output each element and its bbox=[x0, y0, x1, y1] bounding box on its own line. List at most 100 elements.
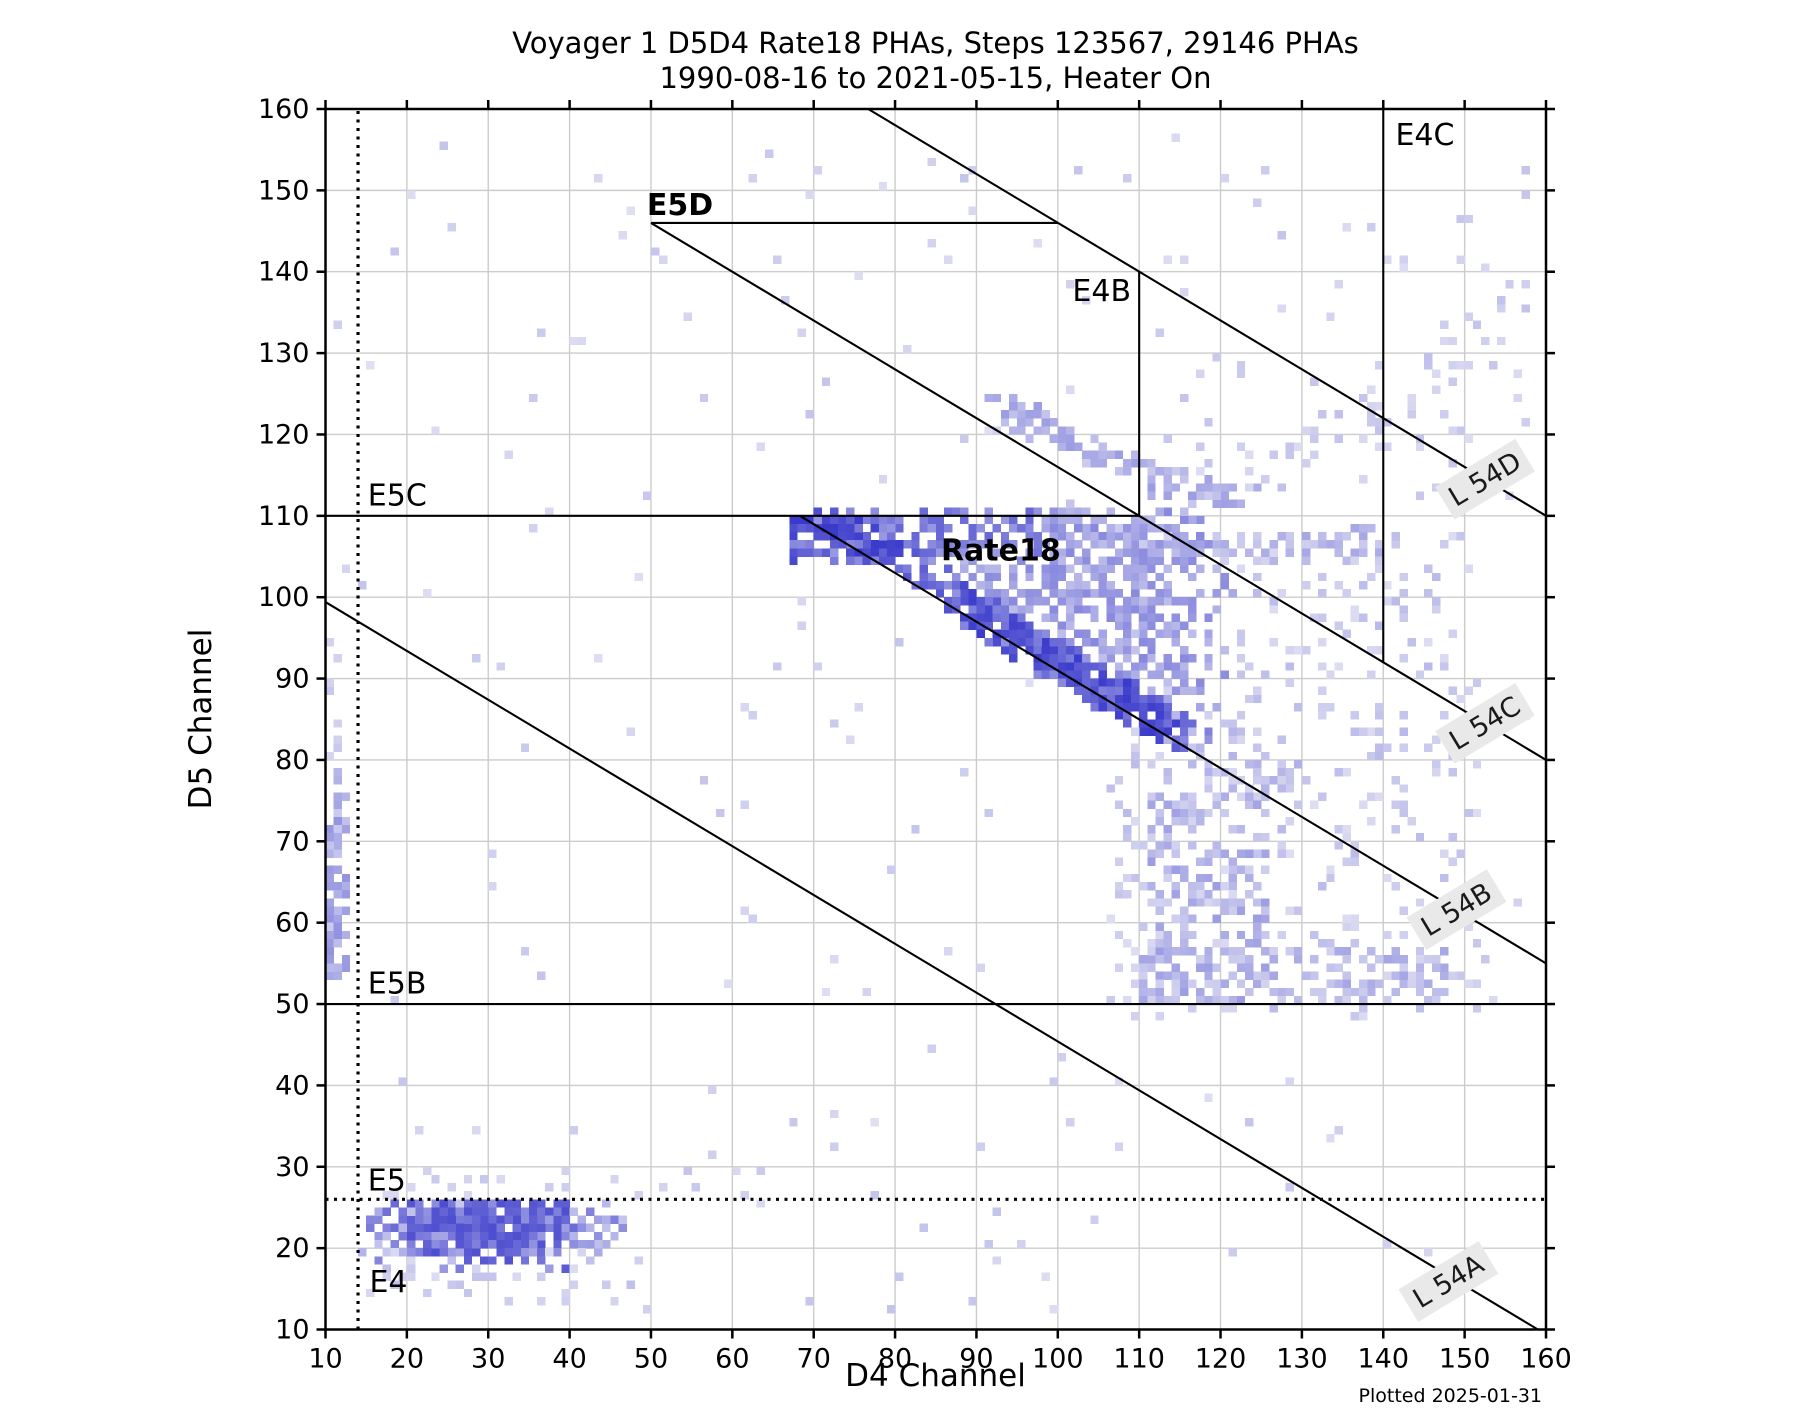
region-label-E4B: E4B bbox=[1072, 274, 1131, 309]
pha-heatmap bbox=[325, 133, 1530, 1314]
heatmap-bin bbox=[1163, 930, 1172, 940]
heatmap-bin bbox=[1293, 759, 1303, 769]
heatmap-bin bbox=[333, 841, 342, 850]
heatmap-bin bbox=[1057, 637, 1067, 647]
heatmap-bin bbox=[821, 524, 831, 533]
heatmap-bin bbox=[699, 776, 709, 785]
heatmap-bin bbox=[1432, 759, 1441, 769]
heatmap-bin bbox=[1196, 703, 1205, 712]
heatmap-bin bbox=[333, 320, 342, 329]
heatmap-bin bbox=[1000, 605, 1010, 614]
heatmap-bin bbox=[1163, 662, 1172, 671]
heatmap-bin bbox=[1090, 703, 1099, 712]
heatmap-bin bbox=[1017, 426, 1026, 435]
heatmap-bin bbox=[561, 1215, 570, 1224]
heatmap-bin bbox=[1131, 694, 1140, 704]
heatmap-bin bbox=[1065, 662, 1075, 671]
heatmap-bin bbox=[1358, 995, 1368, 1005]
heatmap-bin bbox=[1188, 898, 1197, 907]
heatmap-bin bbox=[1464, 214, 1473, 224]
heatmap-bin bbox=[528, 1215, 538, 1224]
heatmap-bin bbox=[1098, 662, 1107, 671]
heatmap-bin bbox=[1179, 727, 1189, 736]
axes-frame bbox=[324, 107, 1548, 1331]
heatmap-bin bbox=[1367, 385, 1376, 394]
heatmap-bin bbox=[797, 548, 806, 557]
heatmap-bin bbox=[1082, 654, 1091, 663]
heatmap-bin bbox=[846, 524, 855, 533]
heatmap-bin bbox=[1472, 320, 1482, 329]
x-tick-label: 30 bbox=[471, 1344, 505, 1375]
heatmap-bin bbox=[1065, 580, 1075, 590]
heatmap-bin bbox=[1342, 979, 1351, 988]
heatmap-bin bbox=[1017, 637, 1026, 647]
heatmap-bin bbox=[1220, 483, 1229, 492]
heatmap-bin bbox=[561, 1183, 570, 1192]
heatmap-bin bbox=[1220, 882, 1229, 891]
heatmap-bin bbox=[1375, 751, 1384, 761]
heatmap-bin bbox=[1196, 857, 1205, 866]
heatmap-bin bbox=[1293, 947, 1303, 956]
heatmap-bin bbox=[415, 1248, 424, 1257]
heatmap-bin bbox=[1440, 320, 1449, 329]
heatmap-bin bbox=[1147, 938, 1156, 948]
heatmap-bin bbox=[325, 678, 334, 687]
heatmap-bin bbox=[1122, 458, 1132, 468]
heatmap-bin bbox=[1228, 784, 1238, 793]
heatmap-bin bbox=[1253, 532, 1262, 541]
heatmap-bin bbox=[1009, 393, 1018, 403]
heatmap-bin bbox=[919, 556, 928, 565]
heatmap-bin bbox=[1228, 751, 1238, 761]
heatmap-bin bbox=[1049, 646, 1059, 655]
heatmap-bin bbox=[1098, 572, 1107, 582]
heatmap-bin bbox=[1464, 686, 1473, 696]
heatmap-bin bbox=[1334, 963, 1343, 972]
heatmap-bin bbox=[1196, 963, 1205, 972]
heatmap-bin bbox=[1041, 426, 1050, 435]
heatmap-bin bbox=[1415, 833, 1425, 842]
heatmap-bin bbox=[1310, 930, 1319, 940]
heatmap-bin bbox=[1196, 955, 1205, 964]
heatmap-bin bbox=[1122, 524, 1132, 533]
heatmap-bin bbox=[764, 149, 774, 159]
y-tick-label: 40 bbox=[275, 1070, 309, 1101]
heatmap-bin bbox=[1122, 654, 1132, 663]
heatmap-bin bbox=[1098, 589, 1107, 598]
heatmap-bin bbox=[1155, 597, 1164, 606]
heatmap-bin bbox=[1220, 556, 1229, 565]
heatmap-bin bbox=[1009, 597, 1018, 606]
heatmap-bin bbox=[919, 524, 928, 533]
heatmap-bin bbox=[1131, 515, 1140, 525]
heatmap-bin bbox=[341, 955, 351, 964]
heatmap-bin bbox=[1179, 288, 1189, 297]
heatmap-bin bbox=[1188, 686, 1197, 696]
heatmap-bin bbox=[1358, 580, 1368, 590]
heatmap-bin bbox=[1179, 719, 1189, 728]
heatmap-bin bbox=[1188, 540, 1197, 549]
heatmap-bin bbox=[1155, 849, 1164, 858]
heatmap-bin bbox=[838, 515, 847, 525]
heatmap-bin bbox=[756, 442, 766, 451]
heatmap-bin bbox=[789, 540, 798, 549]
heatmap-bin bbox=[463, 1231, 473, 1241]
heatmap-bin bbox=[366, 1288, 375, 1298]
heatmap-bin bbox=[1432, 963, 1441, 972]
heatmap-bin bbox=[537, 1240, 546, 1249]
heatmap-bin bbox=[1106, 646, 1115, 655]
heatmap-bin bbox=[1407, 971, 1417, 980]
heatmap-bin bbox=[1269, 597, 1278, 606]
heatmap-bin bbox=[594, 654, 603, 663]
heatmap-bin bbox=[447, 1280, 456, 1290]
heatmap-bin bbox=[1358, 1012, 1368, 1021]
heatmap-bin bbox=[1114, 646, 1124, 655]
heatmap-bin bbox=[1220, 491, 1229, 500]
heatmap-bin bbox=[1253, 198, 1262, 207]
heatmap-bin bbox=[1041, 564, 1050, 574]
heatmap-bin bbox=[1139, 711, 1148, 720]
heatmap-bin bbox=[992, 1207, 1002, 1216]
heatmap-bin bbox=[1041, 515, 1050, 525]
heatmap-bin bbox=[1155, 540, 1164, 549]
heatmap-bin bbox=[1033, 540, 1042, 549]
heatmap-bin bbox=[374, 1240, 383, 1249]
heatmap-bin bbox=[1147, 857, 1156, 866]
